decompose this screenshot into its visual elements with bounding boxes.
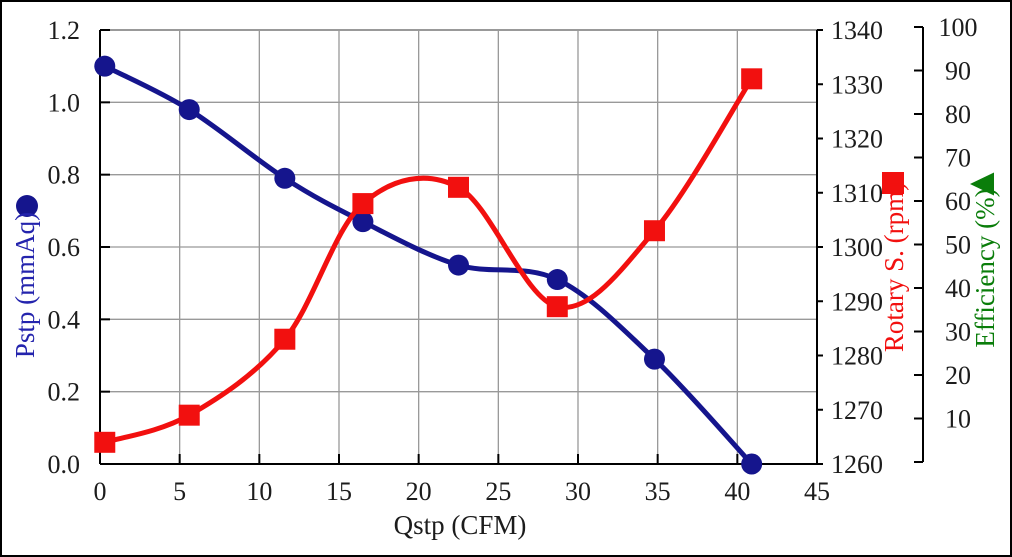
x-tick-label: 25 <box>485 477 511 506</box>
rotary-s-data-point <box>178 404 200 426</box>
x-tick-label: 35 <box>645 477 671 506</box>
rotary-s-data-point <box>274 328 296 350</box>
y-eff-tick-label: 30 <box>945 318 971 347</box>
rotary-legend-square-icon <box>882 172 904 194</box>
rotary-s-curve <box>102 76 755 445</box>
y-left-axis-title: Pstp (mmAq) <box>10 212 40 358</box>
y-eff-axis-title: Efficiency (%) <box>970 188 1000 347</box>
y-left-tick-label: 0.4 <box>48 305 81 334</box>
y-rpm-axis-title: Rotary S. (rpm) <box>879 182 909 352</box>
y-eff-tick-label: 50 <box>945 231 971 260</box>
y-left-tick-label: 0.2 <box>48 378 81 407</box>
pstp-data-point <box>546 269 568 291</box>
x-tick-label: 15 <box>326 477 352 506</box>
pstp-legend-circle-icon <box>16 195 38 217</box>
pstp-data-point <box>178 99 200 121</box>
rotary-s-data-point <box>352 193 374 215</box>
y-left-tick-label: 1.2 <box>48 16 81 45</box>
tick-labels-layer: 0 5 10 15 20 25 30 35 40 45 0.0 0.2 0.4 0.6 0.8 1.0 1.2 1… <box>48 13 978 506</box>
y-left-tick-label: 1.0 <box>48 88 81 117</box>
y-eff-tick-label: 70 <box>945 144 971 173</box>
grid-layer <box>100 30 817 464</box>
series-layer <box>94 55 763 475</box>
y-rpm-tick-label: 1290 <box>831 287 883 316</box>
x-tick-label: 45 <box>804 477 830 506</box>
y-rpm-tick-label: 1260 <box>831 450 883 479</box>
pstp-data-point <box>448 254 469 276</box>
y-eff-tick-label: 40 <box>945 274 971 303</box>
y-left-tick-label: 0.0 <box>48 450 81 479</box>
rotary-s-data-point <box>546 296 568 318</box>
pstp-curve <box>102 63 755 467</box>
y-rpm-tick-label: 1320 <box>831 125 883 154</box>
y-rpm-tick-label: 1280 <box>831 342 883 371</box>
y-eff-tick-label: 100 <box>939 13 978 42</box>
efficiency-legend-triangle-icon <box>970 172 994 196</box>
pstp-data-point <box>352 211 374 233</box>
pstp-data-point <box>274 167 296 189</box>
pstp-data-point <box>94 55 116 77</box>
y-eff-tick-label: 80 <box>945 100 971 129</box>
y-eff-tick-label: 10 <box>945 405 971 434</box>
y-rpm-tick-label: 1270 <box>831 396 883 425</box>
x-tick-label: 20 <box>406 477 432 506</box>
x-tick-label: 0 <box>94 477 107 506</box>
y-left-tick-label: 0.6 <box>48 233 81 262</box>
axes-layer <box>99 26 924 465</box>
rotary-s-data-point <box>741 68 763 90</box>
y-eff-tick-label: 60 <box>945 187 971 216</box>
x-tick-label: 40 <box>724 477 750 506</box>
y-rpm-tick-label: 1330 <box>831 70 883 99</box>
y-eff-tick-label: 20 <box>945 361 971 390</box>
y-left-tick-label: 0.8 <box>48 161 81 190</box>
x-tick-label: 30 <box>565 477 591 506</box>
x-axis-title: Qstp (CFM) <box>394 510 527 540</box>
pstp-data-point <box>741 453 763 475</box>
x-tick-label: 10 <box>246 477 272 506</box>
y-rpm-tick-label: 1300 <box>831 233 883 262</box>
y-eff-tick-label: 90 <box>945 57 971 86</box>
y-rpm-tick-label: 1310 <box>831 179 883 208</box>
rotary-s-data-point <box>448 176 469 198</box>
pstp-data-point <box>643 348 665 370</box>
y-rpm-tick-label: 1340 <box>831 16 883 45</box>
x-tick-label: 5 <box>173 477 186 506</box>
rotary-s-data-point <box>643 220 665 242</box>
rotary-s-data-point <box>94 431 116 453</box>
